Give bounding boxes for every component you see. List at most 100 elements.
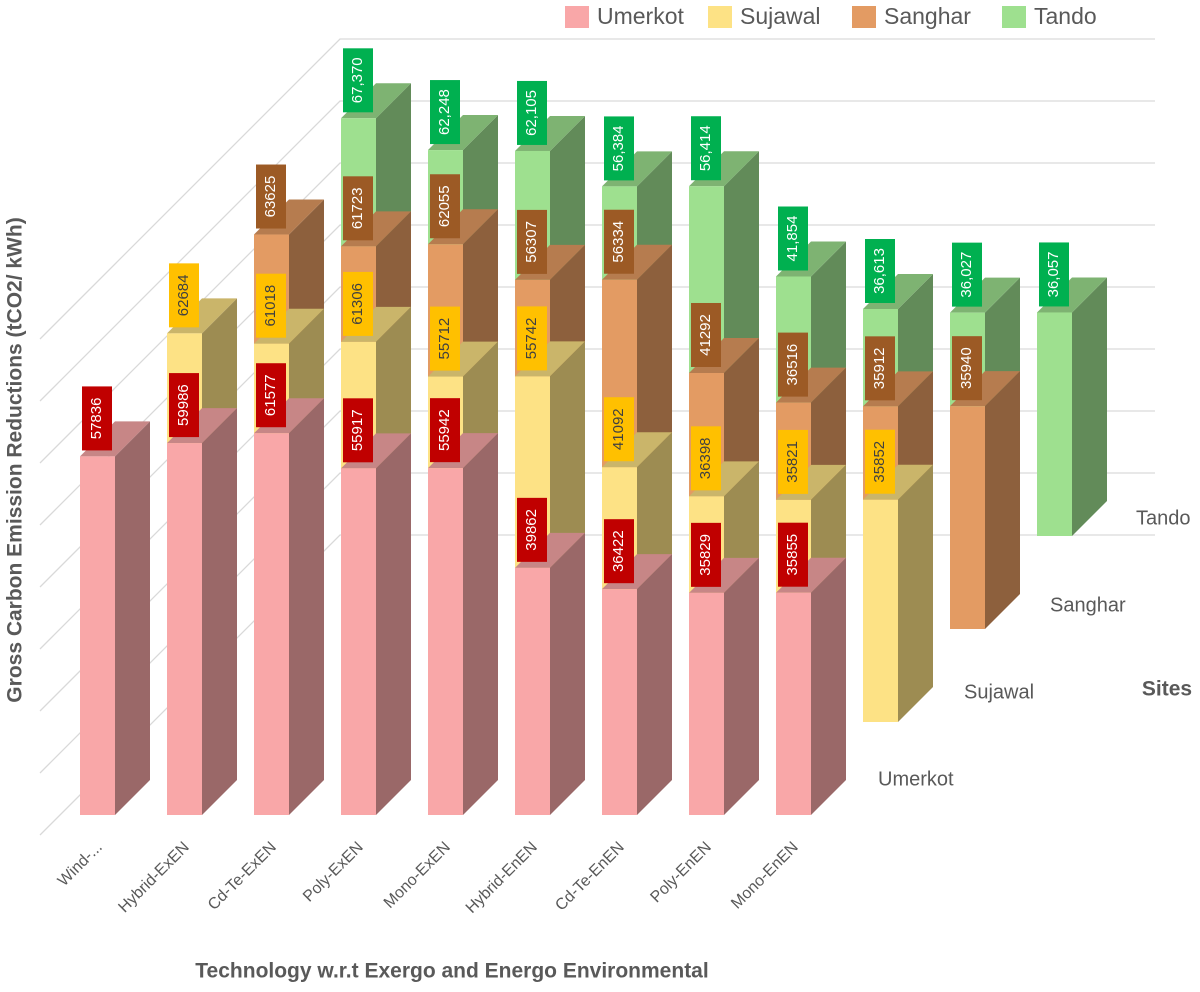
value-label: 55942 bbox=[436, 409, 453, 451]
value-label: 55917 bbox=[349, 409, 366, 451]
bar-side bbox=[985, 371, 1020, 629]
bar-side bbox=[811, 557, 846, 815]
value-label-box bbox=[256, 273, 286, 338]
bar bbox=[515, 567, 550, 815]
bar-side bbox=[637, 554, 672, 815]
value-label: 61577 bbox=[262, 374, 279, 416]
value-label: 61018 bbox=[262, 285, 279, 327]
bar bbox=[776, 592, 811, 815]
series-axis-label: Umerkot bbox=[878, 768, 954, 790]
value-label: 35940 bbox=[958, 347, 975, 389]
value-label: 35852 bbox=[871, 441, 888, 483]
grid-line bbox=[39, 162, 1155, 464]
value-label: 63625 bbox=[262, 176, 279, 218]
value-label-box bbox=[778, 206, 808, 271]
value-label-box bbox=[169, 373, 199, 438]
value-label-box bbox=[517, 306, 547, 371]
bar-side bbox=[898, 464, 933, 722]
x-tick-label: Wind-... bbox=[55, 839, 106, 890]
bar-side bbox=[550, 532, 585, 815]
value-label: 62055 bbox=[436, 185, 453, 227]
value-label-box bbox=[517, 209, 547, 274]
value-label: 56307 bbox=[523, 221, 540, 263]
value-label: 55742 bbox=[523, 318, 540, 360]
x-tick-label: Mono-EnEN bbox=[728, 839, 802, 913]
bar bbox=[950, 406, 985, 629]
bar bbox=[428, 468, 463, 815]
x-tick-label: Cd-Te-ExEN bbox=[205, 839, 280, 914]
bar-side bbox=[115, 421, 150, 815]
value-label-box bbox=[430, 80, 460, 145]
value-label-box bbox=[865, 336, 895, 401]
grid-line bbox=[39, 100, 1155, 402]
value-label-box bbox=[82, 386, 112, 451]
value-label-box bbox=[430, 398, 460, 463]
value-label: 35829 bbox=[697, 534, 714, 576]
value-label: 56,414 bbox=[697, 125, 714, 171]
value-label: 62,248 bbox=[436, 89, 453, 135]
legend-swatch bbox=[1002, 6, 1026, 28]
value-label-box bbox=[865, 429, 895, 494]
x-axis-title: Technology w.r.t Exergo and Energo Envir… bbox=[195, 960, 708, 983]
value-label-box bbox=[952, 336, 982, 401]
bar-side bbox=[463, 433, 498, 815]
value-label: 35821 bbox=[784, 441, 801, 483]
x-tick-label: Hybrid-EnEN bbox=[463, 839, 541, 917]
value-label: 41292 bbox=[697, 314, 714, 356]
value-label-box bbox=[691, 522, 721, 587]
value-label: 36,027 bbox=[958, 252, 975, 298]
bar bbox=[341, 468, 376, 815]
value-label-box bbox=[256, 164, 286, 229]
bar bbox=[602, 589, 637, 815]
value-label: 36,613 bbox=[871, 248, 888, 294]
value-label-box bbox=[778, 332, 808, 397]
value-label-box bbox=[952, 242, 982, 307]
legend-label: Umerkot bbox=[597, 3, 685, 29]
value-label-box bbox=[169, 263, 199, 328]
value-label: 57836 bbox=[88, 398, 105, 440]
value-label: 36516 bbox=[784, 344, 801, 386]
value-label-box bbox=[343, 271, 373, 336]
legend-swatch bbox=[708, 6, 732, 28]
value-label-box bbox=[778, 522, 808, 587]
bar bbox=[254, 433, 289, 815]
value-label-box bbox=[256, 363, 286, 428]
legend-swatch bbox=[565, 6, 589, 28]
bar-side bbox=[289, 398, 324, 815]
value-label-box bbox=[691, 116, 721, 181]
value-label-box bbox=[604, 116, 634, 181]
x-tick-label: Cd-Te-EnEN bbox=[552, 839, 628, 915]
value-label-box bbox=[778, 429, 808, 494]
value-label-box bbox=[517, 80, 547, 145]
value-label-box bbox=[1039, 242, 1069, 307]
value-label-box bbox=[691, 302, 721, 367]
x-tick-label: Hybrid-ExEN bbox=[115, 839, 192, 916]
bar-side bbox=[1072, 277, 1107, 536]
value-label-box bbox=[430, 306, 460, 371]
value-label: 62684 bbox=[175, 274, 192, 316]
series-axis-label: Sanghar bbox=[1050, 594, 1126, 616]
value-label: 56,384 bbox=[610, 125, 627, 171]
value-label-box bbox=[865, 238, 895, 303]
value-label-box bbox=[604, 209, 634, 274]
value-label: 36,057 bbox=[1045, 252, 1062, 298]
bar bbox=[80, 456, 115, 815]
value-label: 36422 bbox=[610, 530, 627, 572]
grid-line bbox=[39, 38, 1155, 340]
value-label-box bbox=[604, 397, 634, 462]
value-label-box bbox=[517, 497, 547, 562]
value-label-box bbox=[343, 398, 373, 463]
value-label: 35912 bbox=[871, 347, 888, 389]
value-label: 67,370 bbox=[349, 57, 366, 103]
x-tick-label: Poly-EnEN bbox=[647, 839, 714, 906]
value-label: 36398 bbox=[697, 437, 714, 479]
value-label-box bbox=[343, 176, 373, 241]
series-axis-label: Tando bbox=[1136, 507, 1191, 529]
value-label-box bbox=[604, 519, 634, 584]
bar bbox=[863, 499, 898, 722]
value-label: 56334 bbox=[610, 221, 627, 263]
value-label: 61723 bbox=[349, 187, 366, 229]
value-label: 59986 bbox=[175, 384, 192, 426]
value-label-box bbox=[343, 48, 373, 113]
